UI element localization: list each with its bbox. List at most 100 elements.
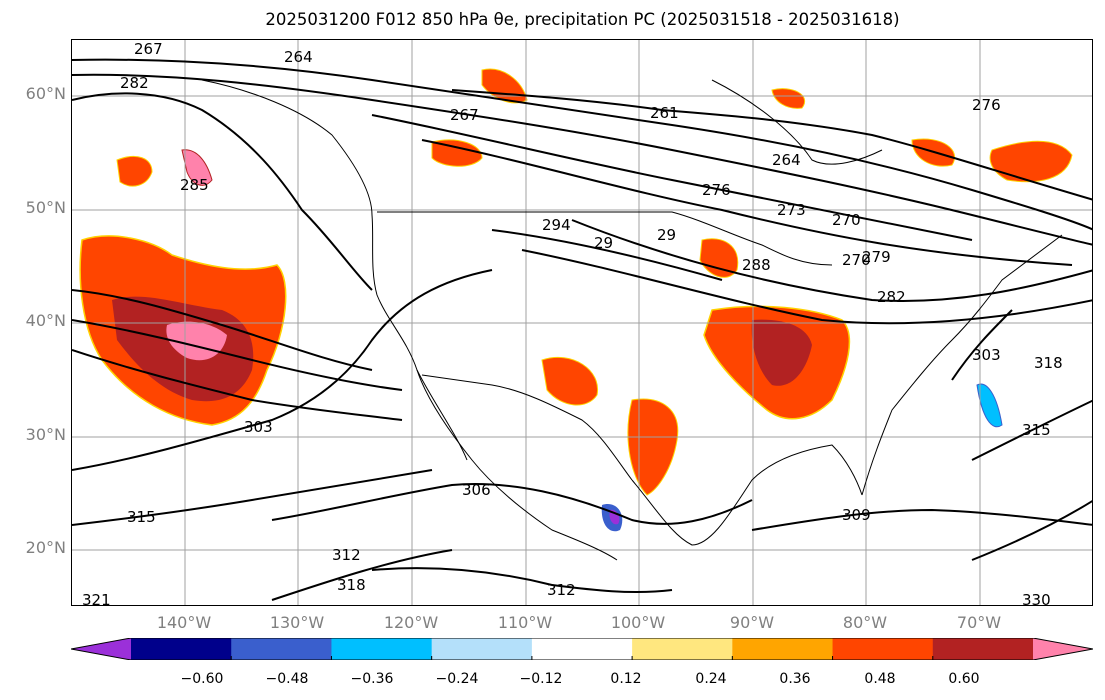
contour-276 bbox=[421, 139, 1073, 266]
contour-309 bbox=[751, 508, 1092, 531]
contour-label: 288 bbox=[742, 256, 771, 274]
contour-315 bbox=[72, 469, 433, 526]
colorbar-bins bbox=[71, 638, 1093, 660]
lon-label-80w: 80°W bbox=[842, 613, 888, 632]
contour-270 bbox=[371, 114, 973, 241]
contour-label: 309 bbox=[842, 506, 871, 524]
colorbar-bin bbox=[131, 638, 232, 660]
figure-title: 2025031200 F012 850 hPa θe, precipitatio… bbox=[265, 10, 900, 29]
lat-label-50n: 50°N bbox=[25, 198, 66, 217]
contour-label: 273 bbox=[777, 201, 806, 219]
map-panel[interactable]: 267 264 282 267 261 264 276 273 270 294 … bbox=[71, 39, 1093, 606]
contour-261 bbox=[451, 89, 1092, 201]
lat-label-20n: 20°N bbox=[25, 538, 66, 557]
contour-267 bbox=[72, 73, 1092, 246]
contour-label: 267 bbox=[450, 106, 479, 124]
contour-label: 267 bbox=[134, 40, 163, 58]
colorbar bbox=[71, 638, 1093, 660]
baja-california bbox=[416, 369, 468, 461]
contour-315-east bbox=[971, 399, 1092, 461]
contour-288 bbox=[521, 249, 1092, 325]
contour-label: 282 bbox=[120, 74, 149, 92]
colorbar-bin bbox=[632, 638, 733, 660]
colorbar-tick-label: −0.48 bbox=[265, 671, 309, 687]
contour-330 bbox=[971, 500, 1092, 561]
lon-label-110w: 110°W bbox=[497, 613, 553, 632]
lat-label-60n: 60°N bbox=[25, 84, 66, 103]
contour-label: 330 bbox=[1022, 591, 1051, 606]
colorbar-tick-label: −0.12 bbox=[519, 671, 563, 687]
colorbar-bin bbox=[932, 638, 1034, 660]
labrador-precip bbox=[989, 140, 1073, 183]
us-mexico-border bbox=[421, 374, 633, 481]
canada-precip-1 bbox=[431, 139, 483, 167]
contour-label: 270 bbox=[832, 211, 861, 229]
texas-precip bbox=[627, 398, 679, 496]
atlantic-coast bbox=[861, 234, 1063, 496]
colorbar-tick-label: −0.24 bbox=[435, 671, 479, 687]
precip-anomaly-fill bbox=[79, 68, 1073, 532]
contour-303 bbox=[72, 269, 493, 471]
gulf-alaska-precip bbox=[116, 156, 153, 187]
contour-264 bbox=[72, 58, 1092, 231]
great-plains-precip bbox=[699, 238, 739, 278]
map-canvas: 267 264 282 267 261 264 276 273 270 294 … bbox=[72, 40, 1092, 606]
contour-label: 276 bbox=[702, 181, 731, 199]
us-canada-border bbox=[377, 211, 833, 266]
colorbar-tick-label: −0.36 bbox=[350, 671, 394, 687]
lon-label-120w: 120°W bbox=[383, 613, 439, 632]
lon-label-130w: 130°W bbox=[269, 613, 325, 632]
colorbar-tick-label: 0.12 bbox=[610, 671, 642, 687]
contour-label: 312 bbox=[547, 581, 576, 599]
colorbar-tick-label: 0.24 bbox=[695, 671, 727, 687]
gulf-coast bbox=[631, 444, 863, 546]
contour-label: 312 bbox=[332, 546, 361, 564]
southwest-precip bbox=[541, 356, 598, 406]
contour-label: 303 bbox=[244, 418, 273, 436]
lon-label-140w: 140°W bbox=[156, 613, 212, 632]
theta-e-contours bbox=[72, 58, 1092, 601]
contour-294 bbox=[491, 229, 723, 281]
contour-282-east bbox=[571, 219, 1092, 302]
colorbar-bin bbox=[231, 638, 332, 660]
pacific-ridge-1 bbox=[72, 289, 373, 371]
colorbar-bin bbox=[732, 638, 834, 660]
contour-label: 270 bbox=[842, 251, 871, 269]
contour-label: 261 bbox=[650, 104, 679, 122]
colorbar-tick-label: −0.60 bbox=[180, 671, 224, 687]
contour-318 bbox=[271, 549, 453, 601]
contour-312 bbox=[371, 567, 673, 594]
contour-label: 294 bbox=[542, 216, 571, 234]
contour-303-east bbox=[951, 309, 1013, 381]
colorbar-tick-label: 0.36 bbox=[779, 671, 811, 687]
contour-label: 315 bbox=[1022, 421, 1051, 439]
contour-label: 282 bbox=[877, 288, 906, 306]
contour-label: 303 bbox=[972, 346, 1001, 364]
contour-label: 318 bbox=[337, 576, 366, 594]
colorbar-bin bbox=[1033, 638, 1093, 660]
atlantic-blue bbox=[976, 383, 1003, 428]
colorbar-ticks bbox=[230, 656, 934, 660]
contour-306 bbox=[271, 483, 753, 525]
pacific-ridge-3 bbox=[72, 349, 403, 421]
pacific-ridge-2 bbox=[72, 319, 403, 391]
colorbar-bin bbox=[531, 638, 633, 660]
ohio-valley-core bbox=[751, 319, 812, 386]
colorbar-tick-label: 0.48 bbox=[864, 671, 896, 687]
colorbar-bin bbox=[832, 638, 934, 660]
contour-labels: 267 264 282 267 261 264 276 273 270 294 … bbox=[82, 40, 1063, 606]
contour-label: 285 bbox=[180, 176, 209, 194]
contour-label: 279 bbox=[862, 248, 891, 266]
contour-label: 264 bbox=[284, 48, 313, 66]
gulf-alaska-peak bbox=[181, 149, 213, 186]
colorbar-bin bbox=[331, 638, 433, 660]
contour-label: 318 bbox=[1034, 354, 1063, 372]
contour-label: 321 bbox=[82, 591, 111, 606]
contour-label: 264 bbox=[772, 151, 801, 169]
colorbar-tick-label: 0.60 bbox=[948, 671, 980, 687]
contour-label: 29 bbox=[657, 226, 676, 244]
contour-label: 315 bbox=[127, 508, 156, 526]
lon-label-100w: 100°W bbox=[610, 613, 666, 632]
colorbar-bin bbox=[71, 638, 131, 660]
canada-east-precip bbox=[771, 88, 805, 109]
